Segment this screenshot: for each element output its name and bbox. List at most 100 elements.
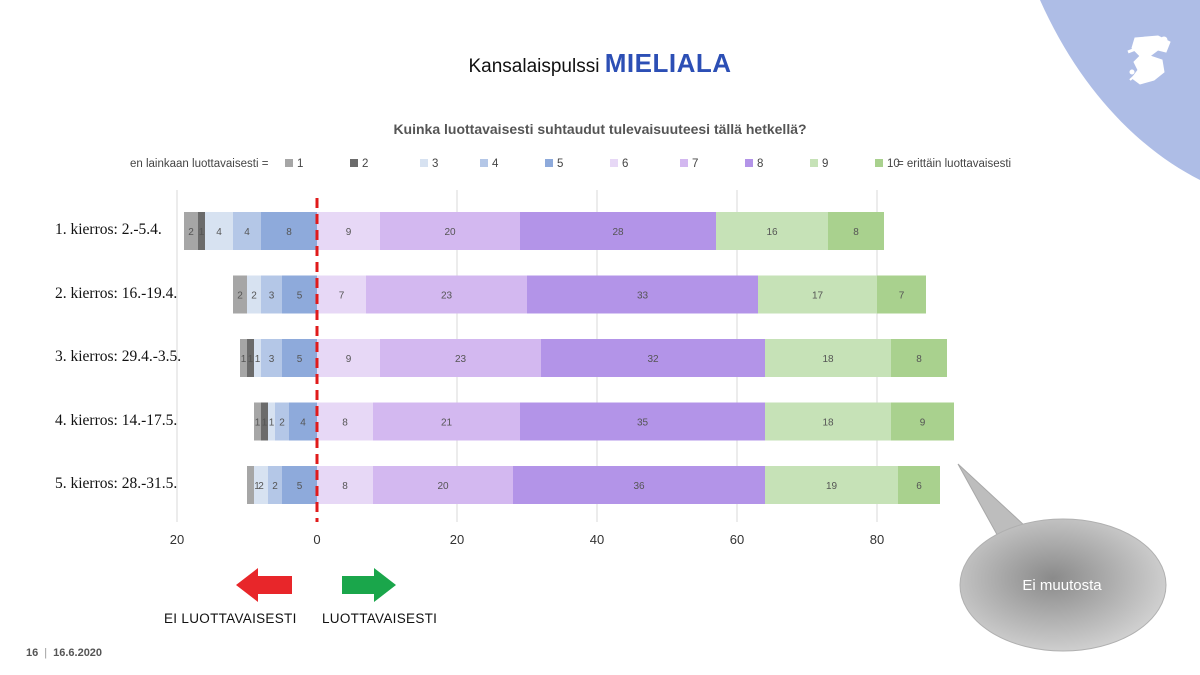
bar-segment-5: 8: [261, 212, 317, 250]
bar-segment-10: 6: [898, 466, 940, 504]
legend-label: 2: [362, 158, 369, 170]
bar-segment-9: 17: [758, 275, 877, 314]
x-tick-label: 0: [313, 532, 321, 547]
bar-value-label: 4: [300, 418, 306, 429]
chart-title: Kuinka luottavaisesti suhtaudut tulevais…: [393, 121, 807, 137]
bar-rect: [520, 212, 716, 250]
bar-segment-7: 20: [380, 212, 520, 250]
bar-value-label: 5: [297, 481, 303, 492]
bar-segment-7: 21: [373, 402, 520, 441]
bar-value-label: 1: [241, 354, 247, 365]
direction-arrows: [236, 568, 396, 602]
legend-swatch: [745, 159, 753, 168]
legend-label: 1: [297, 158, 304, 170]
bar-segment-2: 1: [247, 339, 254, 377]
x-tick-label: 20: [449, 532, 465, 547]
bar-rect: [268, 402, 275, 441]
bar-value-label: 32: [647, 354, 659, 365]
bar-rect: [317, 275, 366, 314]
bar-rect: [254, 402, 261, 441]
bar-value-label: 2: [237, 291, 243, 302]
bar-rect: [240, 339, 247, 377]
bar-value-label: 9: [920, 418, 926, 429]
bar-rect: [282, 339, 317, 377]
bar-value-label: 18: [822, 354, 834, 365]
row-label: 3. kierros: 29.4.-3.5.: [55, 348, 182, 365]
bar-segment-6: 7: [317, 275, 366, 314]
bar-value-label: 3: [269, 291, 275, 302]
bar-rect: [261, 402, 268, 441]
bar-value-label: 5: [297, 354, 303, 365]
corner-decoration: [1040, 0, 1200, 180]
legend-swatch: [680, 159, 688, 168]
slide-footer: 16 | 16.6.2020: [26, 647, 102, 659]
bar-value-label: 1: [255, 354, 261, 365]
bar-value-label: 1: [262, 418, 268, 429]
bar-rect: [520, 402, 765, 441]
bar-rect: [233, 275, 247, 314]
bar-segment-2: 1: [254, 481, 260, 492]
bar-rect: [289, 402, 317, 441]
bar-segment-8: 28: [520, 212, 716, 250]
bar-segment-3: 1: [268, 402, 275, 441]
bar-segment-4: 3: [261, 275, 282, 314]
bar-value-label: 5: [297, 291, 303, 302]
bar-segment-6: 8: [317, 466, 373, 504]
bar-segment-2: 1: [198, 212, 205, 250]
bar-rect: [317, 212, 380, 250]
title-accent: MIELIALA: [604, 48, 732, 78]
legend-label: 4: [492, 158, 499, 170]
bar-segment-8: 36: [513, 466, 765, 504]
bar-segment-7: 20: [373, 466, 513, 504]
legend-label: 9: [822, 158, 829, 170]
bar-segment-4: 4: [233, 212, 261, 250]
bar-segment-1: 2: [184, 212, 198, 250]
legend-entry-3: 3: [420, 158, 438, 170]
bar-value-label: 33: [637, 291, 649, 302]
bar-value-label: 20: [437, 481, 449, 492]
legend-entry-9: 9: [810, 158, 828, 170]
x-tick-label: 80: [869, 532, 885, 547]
bar-segment-4: 3: [261, 339, 282, 377]
row-label: 4. kierros: 14.-17.5.: [55, 411, 178, 429]
bar-segment-8: 35: [520, 402, 765, 441]
bar-rect: [261, 275, 282, 314]
legend-swatch: [610, 159, 618, 168]
bar-rect: [716, 212, 828, 250]
bar-segment-5: 5: [282, 275, 317, 314]
legend-swatch: [420, 159, 428, 168]
bar-segment-6: 9: [317, 212, 380, 250]
slide-date: 16.6.2020: [53, 647, 103, 659]
bar-value-label: 8: [286, 227, 292, 238]
bar-rect: [261, 339, 282, 377]
bar-rect: [282, 466, 317, 504]
legend-high-anchor: = erittäin luottavaisesti: [897, 158, 1012, 170]
bar-rect: [254, 466, 268, 504]
bar-rect: [765, 339, 891, 377]
bar-value-label: 2: [251, 291, 257, 302]
legend-entry-4: 4: [480, 158, 498, 170]
bar-segment-3: 4: [205, 212, 233, 250]
bar-segment-3: 1: [254, 339, 261, 377]
bar-segment-1: 1: [240, 339, 247, 377]
bar-segment-4: 2: [268, 466, 282, 504]
legend-entry-8: 8: [745, 158, 763, 170]
bar-rect: [317, 466, 373, 504]
bar-value-label: 6: [916, 481, 922, 492]
bar-segment-6: 8: [317, 402, 373, 441]
legend-entry-10: 10: [875, 158, 900, 170]
bar-rect: [254, 339, 261, 377]
bar-rect: [366, 275, 527, 314]
legend-swatch: [285, 159, 293, 168]
bar-segment-10: 8: [828, 212, 884, 250]
bar-rect: [247, 466, 254, 504]
bar-rect: [373, 466, 513, 504]
bar-rect: [205, 212, 233, 250]
bar-value-label: 1: [254, 481, 260, 492]
bar-value-label: 1: [269, 418, 275, 429]
bar-rect: [765, 466, 898, 504]
bar-segment-3: 2: [247, 275, 261, 314]
left-arrow-icon: [236, 568, 292, 602]
bar-value-label: 36: [633, 481, 645, 492]
bar-value-label: 19: [826, 481, 838, 492]
